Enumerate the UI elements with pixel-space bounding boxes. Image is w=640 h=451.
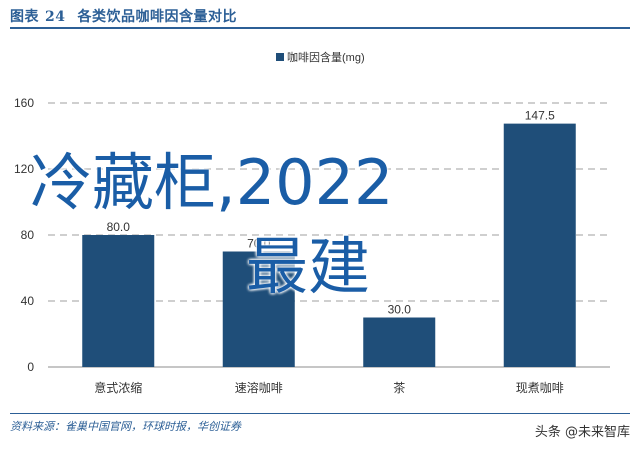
bar [363, 317, 436, 367]
source-note: 资料来源：雀巢中国官网，环球时报，华创证券 [10, 420, 241, 433]
bar-value-label: 147.5 [525, 109, 555, 123]
watermark-overlay-line1: 冷藏柜,2022 [30, 146, 394, 219]
y-tick-label: 160 [14, 96, 34, 110]
bar-value-label: 80.0 [107, 220, 131, 234]
label-layer: 80.0 意式浓缩 70.0 速溶咖啡 30.0 茶 147.5 现煮咖啡 [94, 109, 564, 395]
y-tick-label: 40 [21, 294, 35, 308]
figure-header: 图表 24 各类饮品咖啡因含量对比 [10, 6, 630, 28]
bar-chart: 0 40 80 120 160 咖啡因含量(mg) 80.0 意式浓缩 70.0 速溶咖啡 30… [14, 50, 610, 395]
header-rule [10, 27, 630, 29]
legend: 咖啡因含量(mg) [276, 50, 365, 64]
bar [82, 235, 155, 367]
watermark-credit: 头条 @未来智库 [534, 425, 630, 440]
bar-value-label: 70.0 [247, 237, 271, 251]
figure-number: 24 [45, 9, 66, 25]
chart-title: 各类饮品咖啡因含量对比 [77, 9, 237, 25]
figure-label: 图表 [10, 9, 39, 25]
x-tick-label: 茶 [393, 380, 405, 395]
x-tick-label: 现煮咖啡 [516, 380, 564, 395]
bar-layer [82, 123, 576, 367]
bar [503, 123, 576, 367]
bar [222, 251, 295, 367]
legend-label: 咖啡因含量(mg) [287, 50, 365, 64]
legend-swatch [276, 53, 284, 61]
watermark-overlay-line2: 最建 [246, 230, 371, 303]
x-tick-label: 意式浓缩 [94, 380, 142, 395]
x-tick-label: 速溶咖啡 [235, 380, 283, 395]
y-tick-label: 0 [27, 360, 34, 374]
footer-rule [10, 413, 630, 414]
y-tick-label: 120 [14, 162, 34, 176]
y-tick-label: 80 [21, 228, 35, 242]
bar-value-label: 30.0 [388, 303, 412, 317]
